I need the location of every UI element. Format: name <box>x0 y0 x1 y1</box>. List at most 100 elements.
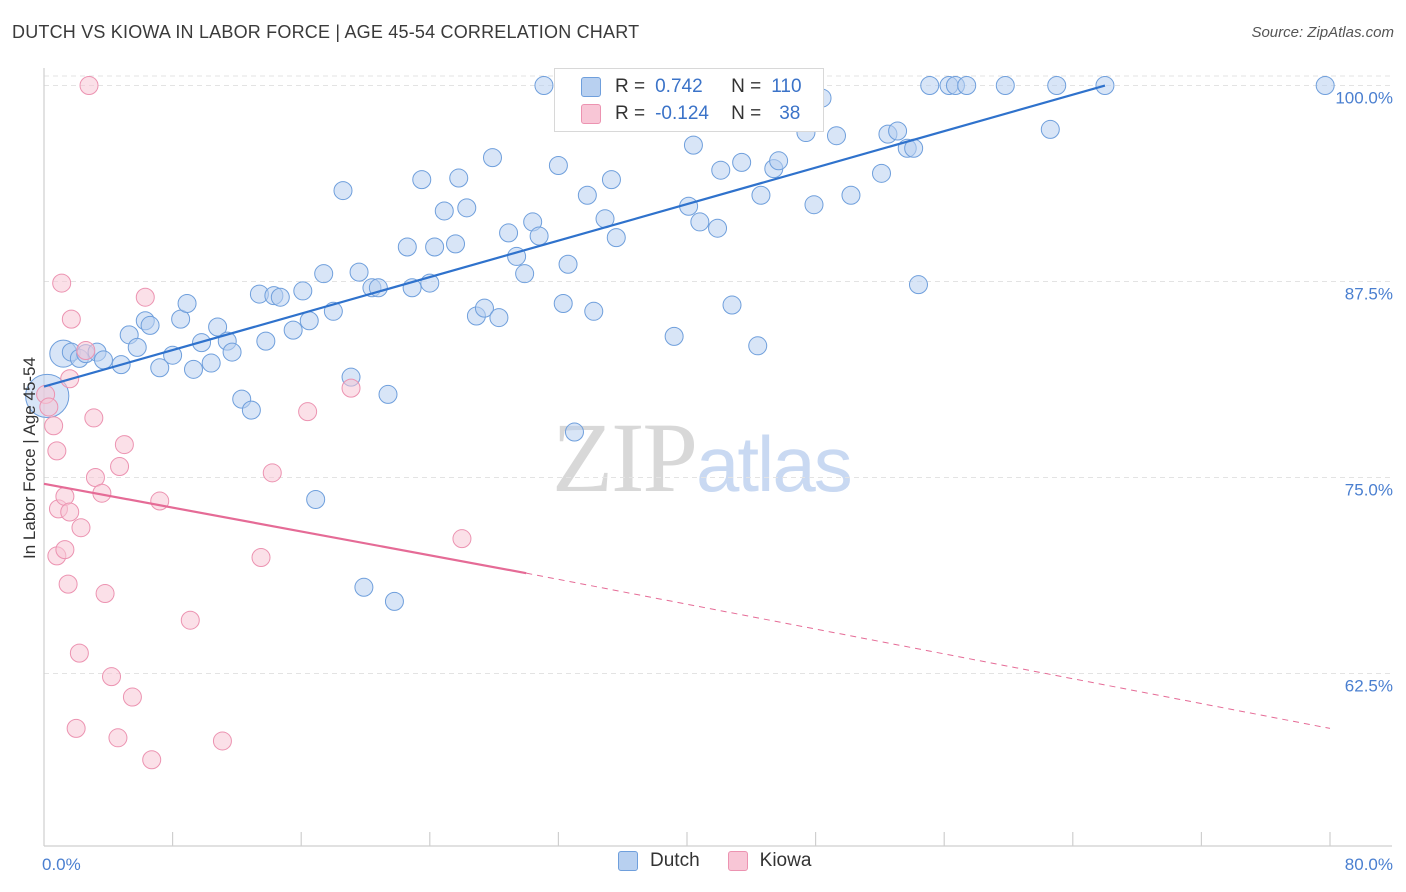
dutch-point <box>584 301 604 321</box>
chart-title: DUTCH VS KIOWA IN LABOR FORCE | AGE 45-5… <box>12 22 640 42</box>
trend-lines <box>43 84 1331 729</box>
tick-labels: 100.0% 87.5% 75.0% 62.5% 0.0% 80.0% In Labor F… <box>20 89 1393 874</box>
dutch-point <box>515 264 535 284</box>
x-tick-label: 0.0% <box>42 855 81 874</box>
dutch-trend-line <box>43 84 1106 388</box>
kiowa-point <box>452 529 472 549</box>
kiowa-point <box>108 728 128 748</box>
dutch-point <box>349 262 369 282</box>
dutch-point <box>499 223 519 243</box>
kiowa-point <box>66 718 86 738</box>
dutch-point <box>150 358 170 378</box>
dutch-point <box>384 591 404 611</box>
dutch-point <box>748 336 768 356</box>
dutch-point <box>127 337 147 357</box>
kiowa-point <box>251 547 271 567</box>
dutch-point <box>577 185 597 205</box>
dutch-point <box>208 317 228 337</box>
kiowa-point <box>262 463 282 483</box>
dutch-point <box>489 308 509 328</box>
dutch-point <box>548 155 568 175</box>
y-tick-label: 87.5% <box>1345 285 1393 304</box>
kiowa-legend-swatch <box>727 851 748 871</box>
dutch-point <box>553 293 573 313</box>
dutch-point <box>183 359 203 379</box>
dutch-r-label: R = <box>615 76 646 97</box>
dutch-point <box>751 185 771 205</box>
dutch-point <box>446 234 466 254</box>
legend-row-dutch: R = 0.742 N = 110 <box>555 74 802 100</box>
dutch-point <box>564 422 584 442</box>
kiowa-point <box>110 457 130 477</box>
kiowa-point <box>71 518 91 538</box>
dutch-point <box>397 237 417 257</box>
dutch-point <box>256 331 276 351</box>
dutch-point <box>412 170 432 190</box>
dutch-point <box>457 198 477 218</box>
dutch-points <box>25 76 1335 611</box>
kiowa-point <box>39 397 59 417</box>
y-tick-label: 62.5% <box>1345 677 1393 696</box>
dutch-point <box>1040 119 1060 139</box>
dutch-point <box>995 76 1015 96</box>
zipatlas-watermark: ZIPatlas <box>552 400 853 515</box>
dutch-point <box>333 181 353 201</box>
axes <box>43 68 1392 847</box>
dutch-legend-swatch <box>618 851 638 871</box>
dutch-point <box>606 228 626 248</box>
kiowa-r-label: R = <box>615 103 646 124</box>
dutch-point <box>449 168 469 188</box>
dutch-point <box>177 293 197 313</box>
source-credit: Source: ZipAtlas.com <box>1251 24 1394 41</box>
dutch-point <box>690 212 710 232</box>
dutch-r-value: 0.742 <box>655 76 703 97</box>
dutch-point <box>664 326 684 346</box>
dutch-legend-label: Dutch <box>650 850 700 871</box>
dutch-point <box>804 195 824 215</box>
dutch-point <box>920 76 940 96</box>
kiowa-point <box>341 378 361 398</box>
dutch-point <box>529 226 549 246</box>
dutch-point <box>482 148 502 168</box>
legend-item-kiowa[interactable]: Kiowa <box>727 850 812 872</box>
dutch-point <box>841 185 861 205</box>
kiowa-point <box>180 610 200 630</box>
dutch-point <box>354 577 374 597</box>
dutch-point <box>201 353 221 373</box>
dutch-point <box>722 295 742 315</box>
dutch-point <box>93 350 113 370</box>
kiowa-n-value: 38 <box>779 103 801 124</box>
dutch-point <box>306 489 326 509</box>
dutch-point <box>732 152 752 172</box>
kiowa-legend-label: Kiowa <box>759 850 812 871</box>
dutch-n-value: 110 <box>771 76 802 97</box>
dutch-point <box>140 315 160 335</box>
kiowa-point <box>44 416 64 436</box>
dutch-point <box>708 218 728 238</box>
dutch-point <box>474 298 494 318</box>
dutch-point <box>908 275 928 295</box>
dutch-point <box>826 126 846 146</box>
kiowa-r-value: -0.124 <box>655 103 709 124</box>
kiowa-trend-extension <box>526 572 1331 729</box>
watermark-zip: ZIP <box>552 402 698 513</box>
kiowa-point <box>135 287 155 307</box>
series-legend: Dutch Kiowa <box>618 850 839 872</box>
dutch-point <box>378 384 398 404</box>
dutch-point <box>314 264 334 284</box>
x-tick-label: 80.0% <box>1345 855 1393 874</box>
kiowa-point <box>212 731 232 751</box>
dutch-n-label: N = <box>731 76 762 97</box>
kiowa-swatch <box>581 104 601 124</box>
dutch-point <box>957 76 977 96</box>
dutch-point <box>270 287 290 307</box>
kiowa-point <box>76 341 96 361</box>
y-tick-label: 100.0% <box>1335 89 1393 108</box>
legend-item-dutch[interactable]: Dutch <box>618 850 700 872</box>
dutch-point <box>558 254 578 274</box>
watermark-atlas: atlas <box>696 420 853 508</box>
dutch-point <box>888 121 908 141</box>
dutch-point <box>534 76 554 96</box>
y-axis-title: In Labor Force | Age 45-54 <box>20 357 39 559</box>
